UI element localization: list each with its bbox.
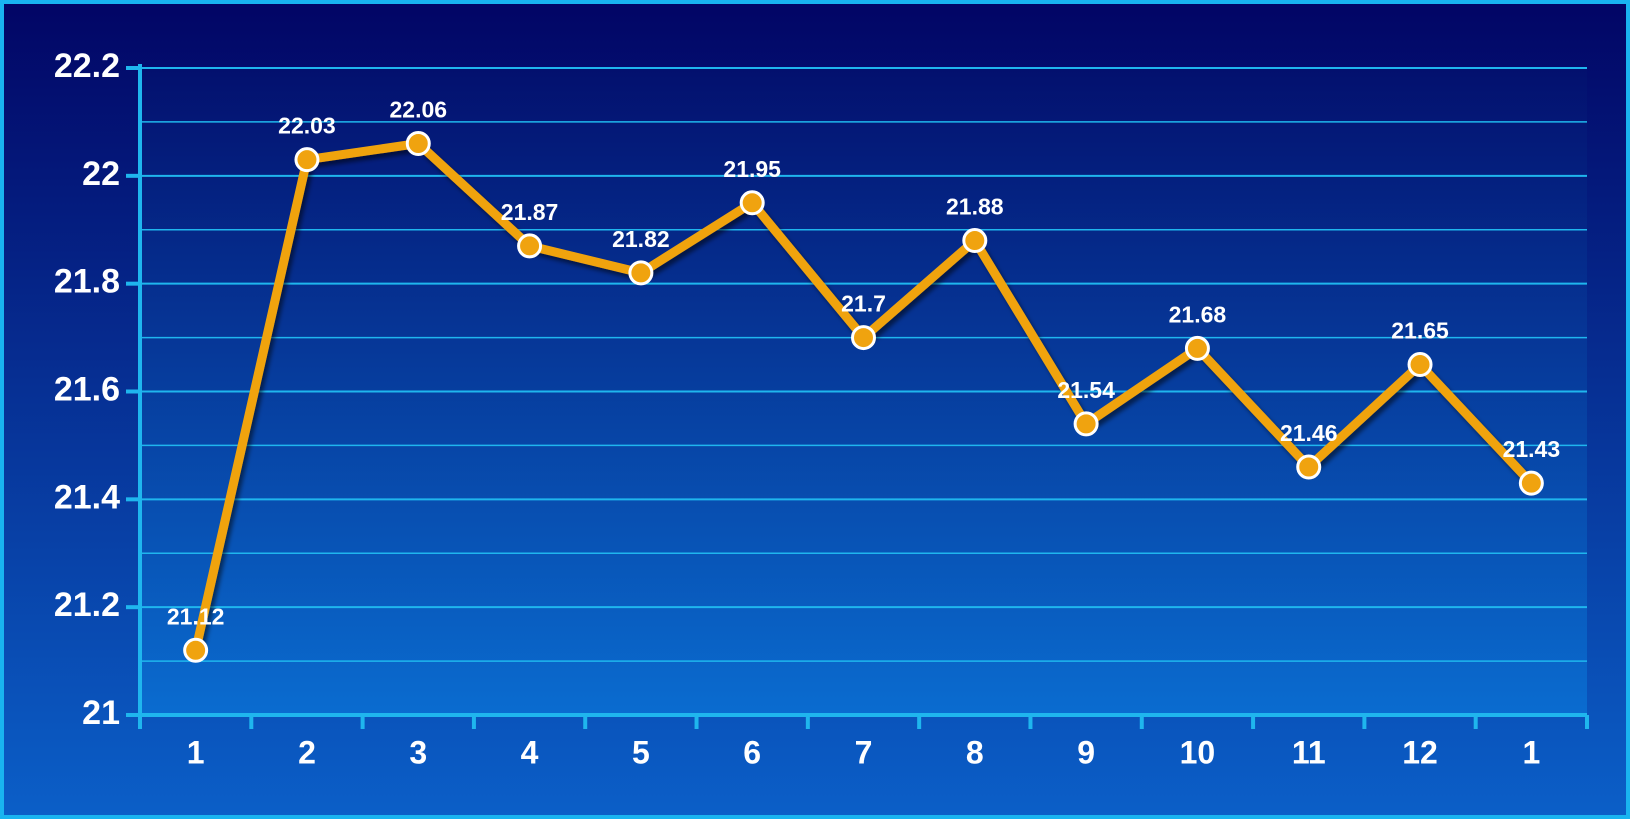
data-label: 22.06 — [389, 97, 447, 123]
marker — [1407, 352, 1433, 378]
marker — [405, 130, 431, 156]
x-tick-label: 7 — [855, 734, 873, 770]
marker — [1518, 470, 1544, 496]
marker — [962, 228, 988, 254]
x-tick-label: 8 — [966, 734, 984, 770]
x-tick-label: 3 — [409, 734, 427, 770]
data-label: 21.68 — [1169, 301, 1227, 327]
data-label: 21.95 — [723, 156, 781, 182]
marker — [517, 233, 543, 259]
marker — [1184, 335, 1210, 361]
marker — [628, 260, 654, 286]
y-tick-label: 22.2 — [54, 47, 120, 85]
data-label: 21.87 — [501, 199, 559, 225]
y-tick-label: 21.6 — [54, 370, 120, 408]
data-label: 21.82 — [612, 226, 670, 252]
x-tick-label: 1 — [187, 734, 205, 770]
marker — [1296, 454, 1322, 480]
data-label: 21.88 — [946, 194, 1004, 220]
data-label: 21.54 — [1057, 377, 1115, 403]
y-tick-label: 22 — [82, 155, 120, 193]
data-label: 21.65 — [1391, 318, 1449, 344]
marker — [1073, 411, 1099, 437]
x-tick-label: 9 — [1077, 734, 1095, 770]
x-tick-label: 12 — [1402, 734, 1438, 770]
x-tick-label: 5 — [632, 734, 650, 770]
y-tick-label: 21.4 — [54, 478, 120, 516]
data-label: 21.12 — [167, 603, 225, 629]
data-label: 21.7 — [841, 291, 886, 317]
data-label: 21.43 — [1503, 436, 1561, 462]
y-tick-label: 21 — [82, 694, 120, 732]
marker — [739, 190, 765, 216]
data-label: 21.46 — [1280, 420, 1338, 446]
marker — [183, 637, 209, 663]
y-tick-label: 21.2 — [54, 586, 120, 624]
y-tick-label: 21.8 — [54, 263, 120, 301]
marker — [851, 325, 876, 351]
x-tick-label: 4 — [521, 734, 539, 770]
x-tick-label: 6 — [743, 734, 761, 770]
marker — [294, 147, 320, 173]
x-tick-label: 2 — [298, 734, 316, 770]
x-tick-label: 10 — [1180, 734, 1216, 770]
data-label: 22.03 — [278, 113, 336, 139]
x-tick-label: 1 — [1522, 734, 1540, 770]
x-tick-label: 11 — [1292, 734, 1326, 770]
